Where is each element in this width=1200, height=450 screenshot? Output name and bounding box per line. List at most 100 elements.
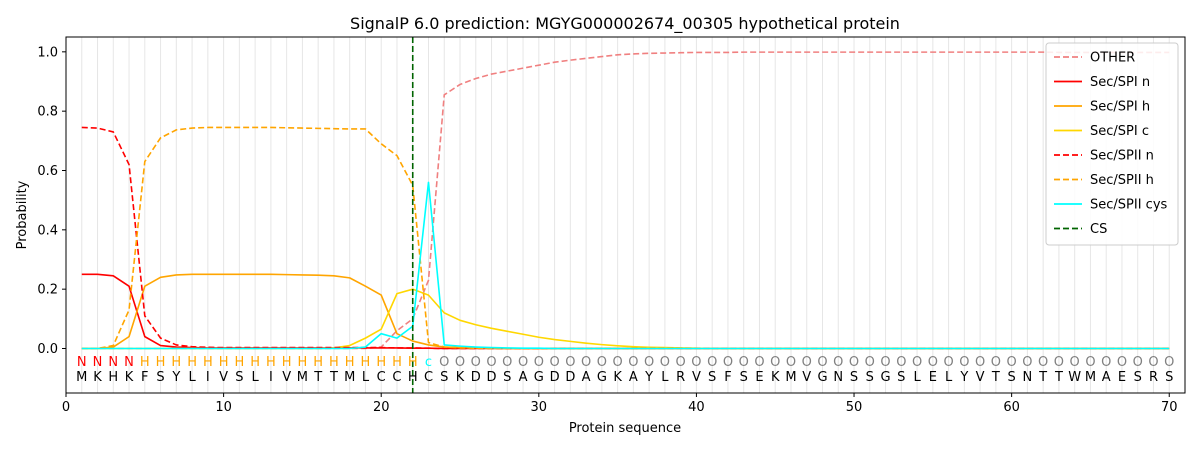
residue-letter: E	[929, 370, 937, 385]
y-axis-label: Probability	[15, 180, 30, 249]
region-label: O	[817, 355, 827, 370]
residue-letter: M	[785, 370, 796, 385]
series-line-sec-spii-cys	[81, 181, 1170, 350]
region-label: O	[707, 355, 717, 370]
residue-letter: L	[362, 370, 370, 385]
residue-letter: C	[392, 370, 401, 385]
region-label: O	[865, 355, 875, 370]
region-label: O	[1070, 355, 1080, 370]
region-label: O	[1054, 355, 1064, 370]
region-label: H	[298, 355, 308, 370]
region-label: H	[282, 355, 292, 370]
region-label: O	[691, 355, 701, 370]
residue-letter: E	[755, 370, 763, 385]
region-label: O	[628, 355, 638, 370]
y-tick-label: 1.0	[37, 45, 58, 60]
x-tick-label: 0	[62, 400, 70, 415]
region-label: O	[959, 355, 969, 370]
residue-letter: S	[866, 370, 874, 385]
series-line-sec-spi-c	[81, 288, 1170, 350]
residue-letter: C	[377, 370, 386, 385]
residue-letter: G	[534, 370, 544, 385]
region-label: H	[234, 355, 244, 370]
x-tick-label: 50	[846, 400, 863, 415]
x-tick-label: 10	[215, 400, 232, 415]
residue-letter: C	[424, 370, 433, 385]
region-label: N	[77, 355, 87, 370]
region-label: O	[534, 355, 544, 370]
residue-letter: M	[344, 370, 355, 385]
residue-letter: S	[897, 370, 905, 385]
x-tick-label: 40	[688, 400, 705, 415]
residue-letter: V	[219, 370, 228, 385]
residue-letter: V	[282, 370, 291, 385]
region-label: H	[203, 355, 213, 370]
residue-letter: S	[1165, 370, 1173, 385]
region-label: H	[329, 355, 339, 370]
residue-letter: V	[692, 370, 701, 385]
residue-letter: L	[188, 370, 196, 385]
residue-letter: E	[1118, 370, 1126, 385]
residue-letter: S	[1008, 370, 1016, 385]
region-label: O	[833, 355, 843, 370]
region-label: O	[518, 355, 528, 370]
region-label: O	[660, 355, 670, 370]
region-label: O	[849, 355, 859, 370]
region-label: O	[1022, 355, 1032, 370]
region-label: H	[187, 355, 197, 370]
region-label: O	[786, 355, 796, 370]
region-label: H	[140, 355, 150, 370]
region-label: N	[93, 355, 103, 370]
residue-letter: V	[802, 370, 811, 385]
legend-entry: Sec/SPII n	[1090, 149, 1154, 164]
x-axis-label: Protein sequence	[569, 421, 681, 436]
region-label: O	[1007, 355, 1017, 370]
legend-box	[1045, 42, 1179, 246]
residue-letter: V	[976, 370, 985, 385]
residue-letter: S	[1134, 370, 1142, 385]
region-label: O	[486, 355, 496, 370]
residue-letter: L	[945, 370, 953, 385]
residue-letter: S	[503, 370, 511, 385]
residue-letter: G	[597, 370, 607, 385]
legend-entry: OTHER	[1090, 51, 1135, 66]
residue-letter: K	[771, 370, 780, 385]
legend-entry: Sec/SPI c	[1090, 124, 1149, 139]
region-label: O	[1038, 355, 1048, 370]
residue-letter: M	[297, 370, 308, 385]
legend-entry: CS	[1090, 222, 1107, 237]
region-label: H	[408, 355, 418, 370]
series-line-sec-spi-h	[81, 273, 1170, 350]
region-label: O	[896, 355, 906, 370]
region-label: H	[313, 355, 323, 370]
region-label: O	[1133, 355, 1143, 370]
region-label: O	[739, 355, 749, 370]
plot-frame	[65, 36, 1186, 394]
residue-letter: K	[93, 370, 102, 385]
region-label: O	[597, 355, 607, 370]
residue-letter: S	[708, 370, 716, 385]
x-tick-label: 30	[531, 400, 548, 415]
region-label: O	[880, 355, 890, 370]
region-label: O	[1085, 355, 1095, 370]
region-label: O	[1148, 355, 1158, 370]
legend: OTHER Sec/SPI n Sec/SPI h Sec/SPI c Sec/SPII…	[1045, 42, 1179, 246]
region-label: H	[171, 355, 181, 370]
series-line-other	[81, 51, 1170, 350]
residue-letter: R	[1149, 370, 1158, 385]
region-label: O	[1101, 355, 1111, 370]
residue-letter: D	[565, 370, 575, 385]
region-label: O	[502, 355, 512, 370]
residue-letter: T	[1054, 370, 1063, 385]
residue-letter: F	[141, 370, 148, 385]
region-label: O	[723, 355, 733, 370]
region-label: O	[975, 355, 985, 370]
residue-letter: Y	[959, 370, 968, 385]
residue-letter: D	[550, 370, 560, 385]
residue-letter: T	[991, 370, 1000, 385]
region-label: O	[455, 355, 465, 370]
series-line-sec-spii-n	[81, 126, 1170, 350]
residue-letter: L	[661, 370, 669, 385]
region-label: H	[392, 355, 402, 370]
y-tick-label: 0.0	[37, 342, 58, 357]
